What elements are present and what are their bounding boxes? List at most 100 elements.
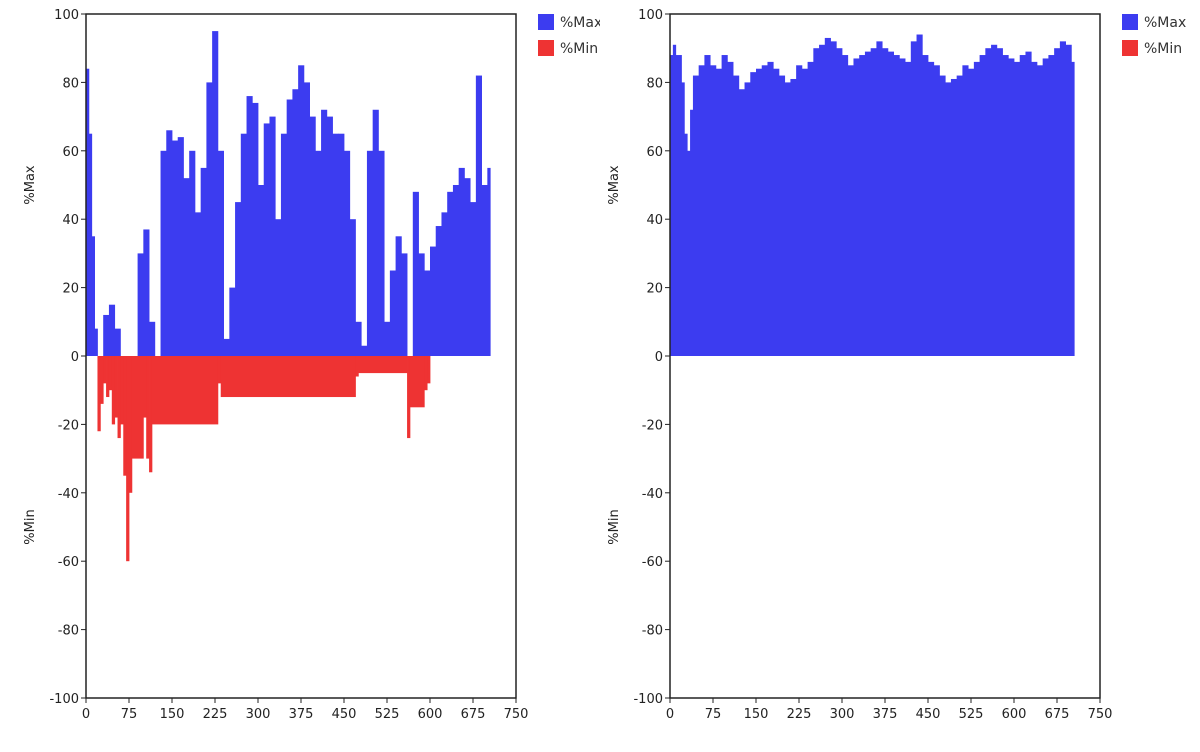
y-tick-label: -100 [49, 692, 79, 707]
x-tick-label: 75 [705, 707, 722, 722]
y-tick-label: -60 [58, 555, 79, 570]
bar [1054, 48, 1061, 356]
bar [220, 356, 356, 398]
legend-label: %Max [1144, 15, 1186, 31]
y-tick-label: 100 [638, 8, 663, 23]
bar [767, 61, 774, 356]
bar [670, 55, 674, 356]
bar [738, 89, 745, 357]
bar [922, 55, 929, 356]
x-tick-label: 675 [1045, 707, 1070, 722]
bar [968, 68, 975, 356]
bar [275, 219, 282, 356]
bar [252, 102, 259, 356]
bar [108, 356, 113, 391]
bar [321, 109, 328, 356]
x-tick-label: 750 [1088, 707, 1113, 722]
y-tick-label: -80 [58, 624, 79, 639]
bar [870, 48, 877, 356]
bar [217, 356, 222, 384]
bar [223, 338, 230, 356]
bar [149, 356, 153, 473]
y-tick-label: 100 [54, 8, 79, 23]
bar [217, 150, 224, 356]
y-axis-title-top: %Max [607, 165, 622, 205]
x-tick-label: 150 [744, 707, 769, 722]
bar [876, 41, 883, 357]
y-tick-label: -40 [58, 487, 79, 502]
x-tick-label: 750 [504, 707, 529, 722]
bar [950, 78, 958, 356]
bar [1042, 58, 1049, 357]
bar [349, 219, 356, 356]
bar [698, 65, 705, 357]
y-tick-label: -20 [58, 418, 79, 433]
bar [189, 150, 196, 356]
bar [326, 116, 333, 356]
x-tick-label: 0 [666, 707, 674, 722]
bar [401, 253, 408, 356]
x-tick-label: 300 [246, 707, 271, 722]
bar [146, 356, 150, 459]
bar [1065, 44, 1072, 356]
legend-swatch [538, 14, 554, 30]
bar [280, 133, 288, 356]
y-tick-label: 60 [646, 145, 663, 160]
x-tick-label: 225 [203, 707, 228, 722]
bar [756, 68, 763, 356]
bar [258, 185, 265, 356]
bar [126, 356, 130, 562]
bar [824, 37, 831, 356]
bar [979, 55, 986, 356]
bar [487, 167, 491, 356]
bar [761, 65, 768, 357]
bar [355, 321, 362, 356]
bar [853, 58, 860, 357]
bar [996, 48, 1003, 356]
bar [358, 356, 408, 374]
legend: %Max %Min [538, 14, 600, 57]
bar [366, 150, 374, 356]
legend-label: %Min [560, 41, 598, 57]
bar [864, 51, 872, 357]
y-tick-label: -40 [642, 487, 663, 502]
bar [151, 356, 219, 425]
y-tick-label: 60 [62, 145, 79, 160]
y-tick-label: 0 [655, 350, 663, 365]
bar [956, 75, 963, 356]
y-tick-label: 20 [646, 282, 663, 297]
bar [481, 185, 488, 356]
legend: %Max %Min [1122, 14, 1186, 57]
x-tick-label: 375 [289, 707, 314, 722]
bar [435, 226, 442, 356]
bar [1002, 55, 1009, 356]
bar [183, 178, 190, 356]
bar [750, 72, 757, 356]
y-tick-label: 20 [62, 282, 79, 297]
bar [842, 55, 849, 356]
x-tick-label: 300 [830, 707, 855, 722]
bar [1036, 65, 1044, 357]
bar [424, 270, 431, 356]
bar [1008, 58, 1015, 357]
series-pct-min [97, 356, 431, 562]
bar [452, 185, 460, 356]
x-tick-label: 75 [121, 707, 138, 722]
bar [447, 191, 454, 356]
bar [427, 356, 431, 384]
bar [106, 356, 110, 398]
bar [710, 65, 717, 357]
bar [120, 356, 124, 425]
bar [819, 44, 826, 356]
legend-label: %Max [560, 15, 600, 31]
bar [86, 68, 90, 356]
y-tick-label: -20 [642, 418, 663, 433]
bar [240, 133, 247, 356]
bar [1025, 51, 1032, 357]
y-tick-label: 40 [62, 213, 79, 228]
chart-right: 100 80 60 40 20 0 -20 -40 -60 -80 -100 0 75 150 225 300… [600, 0, 1200, 752]
bar [114, 328, 121, 356]
bar [137, 253, 144, 356]
x-tick-label: 525 [959, 707, 984, 722]
